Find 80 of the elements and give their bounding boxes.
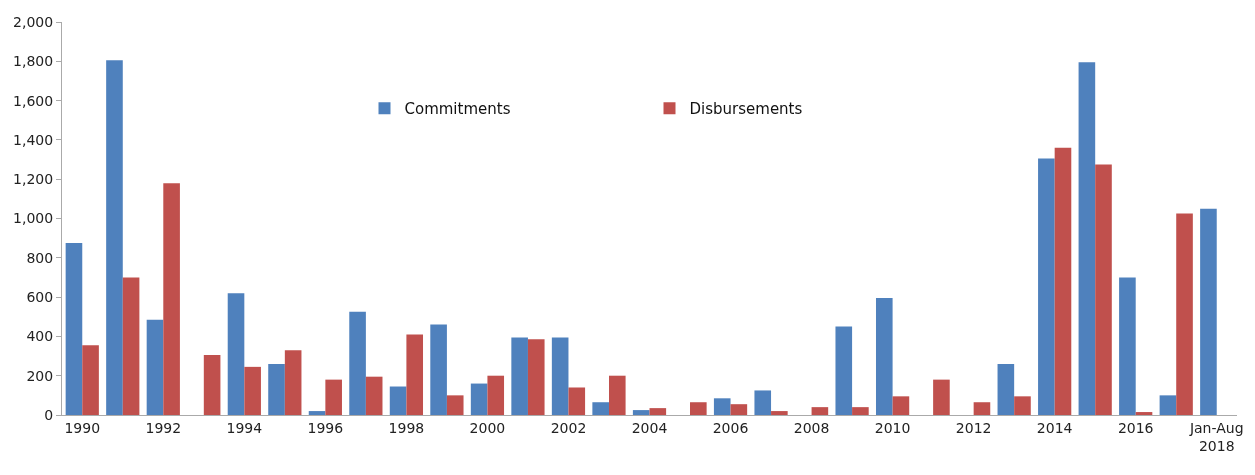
bar: [106, 60, 123, 415]
bar: [527, 339, 545, 415]
x-tick-label: 2004: [631, 419, 668, 436]
x-tick-label: 2014: [1036, 419, 1073, 436]
bar: [82, 345, 99, 415]
bar: [325, 379, 342, 415]
x-tick-label: 2002: [550, 419, 587, 436]
bar: [203, 355, 221, 415]
y-tick-label: 600: [26, 289, 54, 305]
legend-label: Disbursements: [689, 100, 803, 119]
x-tick-label: Jan-Aug 2018: [1188, 419, 1244, 454]
bar: [308, 411, 326, 415]
bar: [1054, 147, 1072, 415]
x-tick-label: 2012: [955, 419, 992, 436]
bar: [811, 407, 829, 415]
y-tick-label: 1,000: [13, 210, 54, 227]
bar: [892, 396, 910, 415]
x-tick-label: 1992: [145, 419, 182, 436]
bar: [244, 366, 261, 415]
bar: [406, 334, 424, 415]
bar: [592, 402, 609, 415]
y-tick-label: 400: [26, 328, 54, 345]
bar: [487, 375, 505, 415]
bar: [852, 407, 869, 415]
legend-label: Commitments: [404, 100, 511, 119]
bar: [470, 383, 488, 415]
bar: [122, 277, 140, 415]
bar: [649, 408, 667, 415]
bar: [1159, 395, 1177, 415]
bar: [771, 411, 788, 415]
bar: [1095, 164, 1112, 415]
bar: [163, 183, 180, 415]
bar: [268, 363, 285, 415]
bar: [511, 337, 528, 415]
bar: [632, 410, 650, 415]
x-tick-label: 2006: [712, 419, 749, 436]
bar: [227, 293, 245, 415]
bar: [146, 319, 164, 415]
bar: [65, 243, 83, 415]
bar: [430, 324, 447, 415]
bar: [446, 395, 464, 415]
bar: [1135, 412, 1153, 415]
bar: [713, 398, 731, 415]
bar: [365, 376, 383, 415]
bar: [997, 363, 1015, 415]
bar: [1038, 158, 1055, 415]
x-tick-label: 2016: [1117, 419, 1154, 436]
bar: [835, 326, 853, 415]
x-tick-label: 1994: [226, 419, 263, 436]
y-tick-label: 0: [44, 406, 54, 423]
x-tick-label: 2010: [874, 419, 911, 436]
bar: [1078, 62, 1096, 415]
x-tick-label: 1996: [307, 419, 344, 436]
y-tick-label: 200: [26, 367, 54, 384]
bar: [284, 350, 302, 415]
bar: [875, 298, 893, 415]
bar: [389, 386, 407, 415]
bar: [568, 387, 586, 415]
bar: [754, 390, 772, 415]
bar: [1014, 396, 1031, 415]
bar: [551, 337, 569, 415]
bar: [1119, 277, 1136, 415]
y-tick-label: 1,200: [13, 171, 54, 188]
y-tick-label: 1,800: [13, 53, 54, 70]
bar: [690, 402, 707, 415]
bar: [1200, 208, 1217, 415]
x-tick-label: 2008: [793, 419, 830, 436]
x-tick-label: 1990: [64, 419, 101, 436]
bar: [973, 402, 991, 415]
x-tick-label: 2000: [469, 419, 506, 436]
bar: [1176, 213, 1193, 415]
y-tick-label: 2,000: [13, 13, 54, 30]
y-tick-label: 800: [26, 249, 54, 266]
bar: [608, 375, 626, 415]
bar: [349, 311, 366, 415]
y-tick-label: 1,600: [13, 92, 54, 109]
bar: [730, 404, 748, 415]
x-tick-label: 1998: [388, 419, 425, 436]
y-tick-label: 1,400: [13, 131, 54, 148]
bar: [933, 379, 950, 415]
